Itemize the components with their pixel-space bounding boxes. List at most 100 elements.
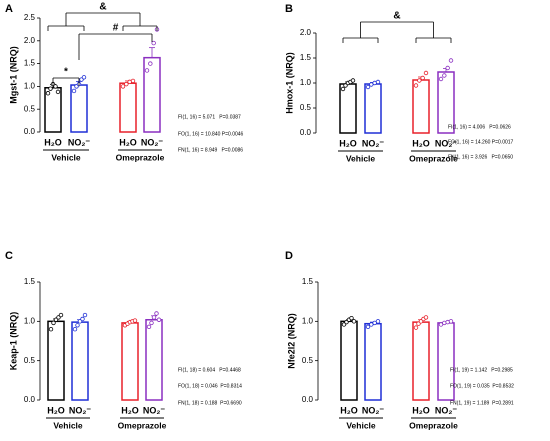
bar [339, 83, 357, 134]
panel-letter: A [5, 3, 13, 15]
y-tick-label: 1.5 [300, 53, 312, 62]
data-point [149, 320, 154, 326]
data-point [120, 84, 126, 89]
group-label: Omeprazole [116, 152, 165, 162]
stat-line: FO(1, 18) = 0.046 P=0.8314 [178, 383, 242, 389]
data-point [53, 84, 58, 89]
data-point [75, 323, 80, 328]
y-tick-label: 1.0 [24, 316, 36, 325]
data-point [448, 58, 454, 63]
data-point [45, 91, 51, 96]
bar [340, 320, 358, 401]
bar [412, 79, 430, 134]
bar [71, 321, 89, 401]
x-tick-label: H₂O [44, 137, 62, 147]
group-label: Omeprazole [409, 153, 458, 163]
x-tick-label: NO₂⁻ [435, 138, 457, 148]
x-tick-label: NO₂⁻ [68, 137, 90, 147]
y-tick-label: 0.5 [302, 356, 314, 365]
x-tick-label: H₂O [119, 137, 137, 147]
data-point [144, 68, 150, 73]
group-label: Vehicle [51, 152, 81, 162]
data-point [132, 318, 138, 323]
y-tick-label: 2.0 [300, 28, 312, 37]
x-tick-label: NO₂⁻ [435, 405, 457, 415]
y-tick-label: 0.0 [302, 395, 314, 404]
y-axis-label: Nfe2l2 (NRQ) [286, 313, 296, 369]
y-axis-label: Hmox-1 (NRQ) [284, 52, 294, 114]
data-point [375, 319, 381, 324]
y-axis-label: Keap-1 (NRQ) [8, 312, 18, 371]
data-point [351, 319, 357, 324]
data-point [423, 70, 429, 76]
data-point [81, 75, 87, 80]
y-tick-label: 0.0 [300, 128, 312, 137]
panel-letter: C [5, 250, 13, 262]
bar [121, 322, 139, 401]
data-point [343, 83, 348, 88]
data-point [156, 317, 162, 322]
y-tick-label: 1.0 [24, 82, 36, 91]
x-tick-label: NO₂⁻ [362, 405, 384, 415]
data-point [58, 312, 64, 318]
data-point [420, 75, 425, 81]
data-point [55, 89, 61, 95]
data-point [375, 79, 381, 85]
data-point [445, 65, 450, 71]
x-tick-label: H₂O [412, 138, 430, 148]
y-tick-label: 2.5 [24, 13, 36, 22]
x-tick-label: NO₂⁻ [69, 405, 91, 415]
group-label: Omeprazole [409, 420, 458, 430]
data-point [124, 81, 129, 87]
data-point [423, 315, 429, 320]
data-point [51, 320, 56, 326]
data-point [438, 76, 444, 82]
data-point [365, 324, 371, 330]
panel-letter: D [285, 250, 293, 262]
data-point [349, 315, 354, 321]
panel-letter: B [285, 3, 293, 15]
data-point [154, 311, 159, 316]
stat-line: FI(1, 18) = 0.604 P=0.4468 [178, 367, 241, 373]
x-tick-label: H₂O [121, 405, 139, 415]
significance-mark: & [393, 11, 400, 22]
stat-line: FO(1, 19) = 0.035 P=0.8532 [450, 383, 514, 389]
bar [47, 320, 65, 401]
y-tick-label: 1.0 [302, 316, 314, 325]
y-tick-label: 0.5 [300, 103, 312, 112]
y-tick-label: 0.0 [24, 127, 36, 136]
stat-line: FN(1, 18) = 0.188 P=0.6690 [178, 400, 242, 406]
data-point [151, 40, 156, 46]
y-tick-label: 1.5 [302, 277, 314, 286]
x-tick-label: NO₂⁻ [143, 405, 165, 415]
stat-line: FO(1, 16) = 10.840 P=0.0046 [178, 131, 244, 137]
stat-line: FO(1, 16) = 14.260 P=0.0017 [448, 139, 514, 145]
significance-mark: & [99, 2, 106, 13]
significance-mark: * [64, 67, 68, 78]
group-label: Vehicle [53, 420, 83, 430]
stat-line: FI(1, 19) = 1.142 P=0.2985 [450, 367, 513, 373]
group-label: Omeprazole [118, 420, 167, 430]
stat-line: FN(1, 19) = 1.189 P=0.2891 [450, 400, 514, 406]
data-point [148, 61, 153, 66]
y-tick-label: 1.5 [24, 277, 36, 286]
y-tick-label: 1.0 [300, 78, 312, 87]
x-tick-label: NO₂⁻ [141, 137, 163, 147]
x-tick-label: H₂O [339, 138, 357, 148]
stat-line: FN(1, 16) = 8.949 P=0.0086 [178, 147, 243, 153]
stat-line: FI(1, 16) = 4.006 P=0.0626 [448, 124, 511, 130]
y-tick-label: 0.0 [24, 395, 36, 404]
data-point [72, 327, 78, 332]
data-point [413, 83, 419, 88]
y-tick-label: 2.0 [24, 36, 36, 45]
x-tick-label: H₂O [412, 405, 430, 415]
data-point [80, 316, 85, 322]
data-point [48, 327, 54, 332]
group-label: Vehicle [346, 420, 376, 430]
data-point [48, 86, 53, 91]
y-tick-label: 0.5 [24, 356, 36, 365]
bar [412, 321, 430, 401]
x-tick-label: H₂O [47, 405, 65, 415]
data-point [71, 88, 77, 94]
